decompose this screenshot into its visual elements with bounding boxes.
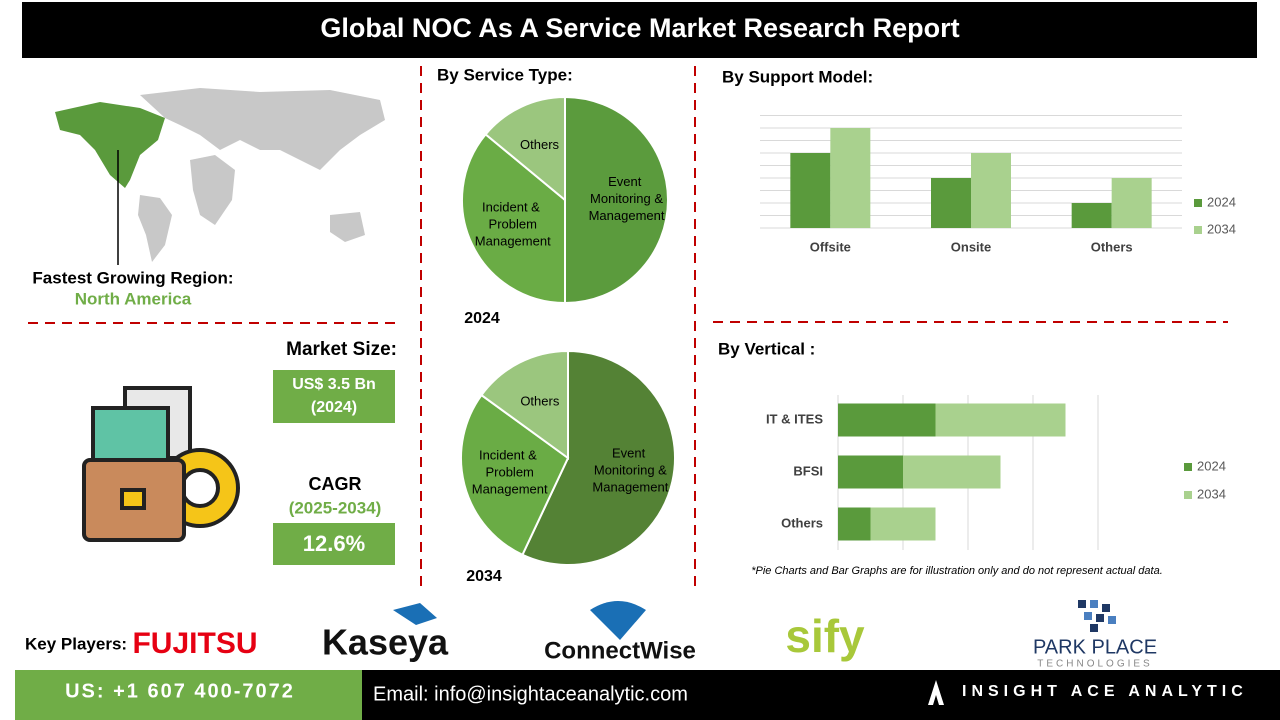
- bar: [931, 178, 971, 228]
- logo: sify: [785, 610, 865, 662]
- bar: [971, 153, 1011, 228]
- cagr-period: (2025-2034): [289, 498, 382, 517]
- pie-label: Event Monitoring & Management: [585, 175, 665, 224]
- pie-label: Others: [520, 137, 560, 152]
- key-players-label: Key Players:: [25, 634, 127, 653]
- chart-title: By Support Model:: [722, 67, 873, 86]
- cagr-box: [273, 523, 395, 565]
- bar-segment: [870, 507, 936, 541]
- pie-label: Incident & Problem Management: [471, 200, 551, 249]
- logo: Kaseya: [322, 622, 449, 663]
- y-tick-label: Others: [781, 515, 823, 530]
- legend-label: 2034: [1207, 221, 1236, 236]
- cagr-value: 12.6%: [303, 531, 365, 556]
- note: *Pie Charts and Bar Graphs are for illus…: [751, 565, 1163, 577]
- pie-year: 2024: [464, 310, 500, 327]
- briefcase-icon: [82, 386, 240, 542]
- bar: [1111, 178, 1152, 228]
- footer-bar: [362, 670, 1280, 720]
- legend-label: 2024: [1207, 194, 1236, 209]
- logo: FUJITSU: [132, 627, 257, 660]
- bar: [830, 128, 871, 228]
- pie-slice: [484, 95, 566, 203]
- cagr-label: CAGR: [309, 474, 362, 494]
- x-tick-label: Others: [1091, 239, 1133, 254]
- title: Global NOC As A Service Market Research …: [320, 13, 959, 43]
- header-bar: [22, 2, 1257, 58]
- pie-slice: [480, 349, 569, 460]
- chart-title: By Vertical :: [718, 339, 815, 358]
- region-value: North America: [75, 289, 192, 308]
- north-america: [55, 102, 165, 188]
- logo-icon: [1078, 600, 1116, 632]
- bar-segment: [838, 403, 936, 437]
- pie-label: Others: [520, 394, 560, 409]
- bar: [790, 153, 831, 228]
- legend-swatch: [1194, 226, 1202, 234]
- pie-slice: [460, 393, 570, 557]
- world-map: [55, 88, 385, 262]
- legend-swatch: [1194, 199, 1202, 207]
- brand-icon: [928, 680, 944, 705]
- logo: ConnectWise: [544, 637, 696, 664]
- footer-phone-bar: [15, 670, 362, 720]
- legend-swatch: [1184, 491, 1192, 499]
- market-size-box: [273, 370, 395, 423]
- bar-segment: [903, 455, 1001, 489]
- logo-icon: [590, 601, 646, 640]
- x-tick-label: Offsite: [810, 239, 851, 254]
- legend-label: 2034: [1197, 486, 1226, 501]
- logo-icon: [393, 603, 437, 625]
- region-label: Fastest Growing Region:: [32, 268, 233, 287]
- pie-label: Event Monitoring & Management: [589, 446, 669, 495]
- market-size-year: (2024): [311, 399, 357, 416]
- y-tick-label: BFSI: [793, 463, 823, 478]
- pie-slice: [521, 349, 676, 566]
- bar-segment: [838, 507, 871, 541]
- chart-title: By Service Type:: [437, 65, 573, 84]
- bar: [1071, 203, 1112, 228]
- logo: PARK PLACE: [1033, 636, 1157, 658]
- email: Email: info@insightaceanalytic.com: [373, 683, 688, 705]
- pie-slice: [564, 95, 669, 305]
- pie-slice: [461, 132, 566, 305]
- bar-segment: [838, 455, 903, 489]
- pie-year: 2034: [466, 568, 502, 585]
- brand: INSIGHT ACE ANALYTIC: [962, 683, 1248, 700]
- bar-segment: [935, 403, 1066, 437]
- market-size-value: US$ 3.5 Bn: [292, 376, 376, 393]
- legend-swatch: [1184, 463, 1192, 471]
- y-tick-label: IT & ITES: [766, 411, 823, 426]
- phone: US: +1 607 400-7072: [65, 680, 295, 702]
- x-tick-label: Onsite: [951, 239, 991, 254]
- pie-label: Incident & Problem Management: [468, 448, 548, 497]
- legend-label: 2024: [1197, 458, 1226, 473]
- market-size-label: Market Size:: [286, 339, 397, 360]
- logo: TECHNOLOGIES: [1037, 659, 1152, 670]
